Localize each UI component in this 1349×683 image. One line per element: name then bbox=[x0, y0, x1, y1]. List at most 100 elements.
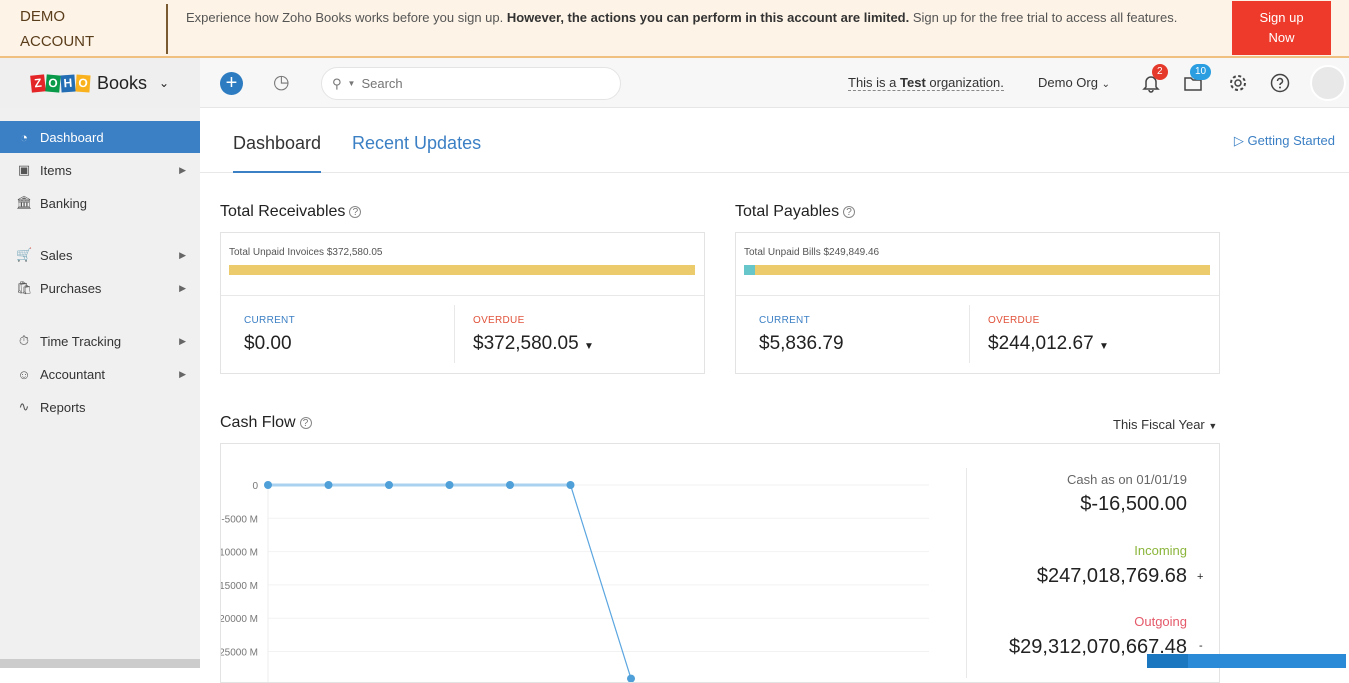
person-icon: ☺ bbox=[17, 366, 31, 382]
search-input[interactable] bbox=[361, 76, 582, 91]
receivables-title: Total Receivables? bbox=[220, 203, 362, 221]
receivables-overdue-dropdown[interactable]: $372,580.05 ▼ bbox=[473, 333, 594, 355]
data-point[interactable] bbox=[264, 481, 272, 489]
series-line-segment bbox=[569, 484, 632, 679]
caret-down-icon: ▼ bbox=[1098, 341, 1109, 352]
sidebar-item-label: Accountant bbox=[40, 366, 106, 382]
data-point[interactable] bbox=[324, 481, 333, 489]
sidebar-item-purchases[interactable]: 🛍 Purchases ▶ bbox=[0, 272, 200, 304]
chart-icon: ∿ bbox=[18, 399, 30, 414]
y-tick-label: -20000 M bbox=[221, 614, 258, 625]
sidebar-item-label: Purchases bbox=[40, 280, 102, 296]
org-name: Demo Org bbox=[1038, 75, 1098, 90]
timer-icon: ⏱ bbox=[18, 333, 30, 348]
dashboard-icon: ◔ bbox=[20, 129, 28, 145]
caret-right-icon: ▶ bbox=[179, 164, 186, 175]
cashflow-title: Cash Flow? bbox=[220, 414, 312, 432]
search-box[interactable]: ⚲ ▼ bbox=[321, 67, 621, 100]
caret-down-icon: ▼ bbox=[1208, 421, 1218, 431]
y-tick-label: 0 bbox=[252, 481, 258, 492]
data-point[interactable] bbox=[627, 674, 635, 683]
dashboard-tabs: Dashboard Recent Updates ▷ Getting Start… bbox=[200, 108, 1349, 173]
sidebar-item-time-tracking[interactable]: ⏱ Time Tracking ▶ bbox=[0, 325, 200, 357]
sidebar-item-label: Items bbox=[40, 162, 72, 178]
plus-icon[interactable]: + bbox=[220, 72, 243, 95]
current-label: CURRENT bbox=[244, 315, 295, 326]
plus-sign: + bbox=[1197, 571, 1204, 583]
cashflow-chart: 0 -5000 M -10000 M -15000 M -20000 M -25000 M bbox=[221, 481, 929, 683]
signup-line2: Now bbox=[1268, 30, 1295, 45]
sidebar-item-sales[interactable]: 🛒 Sales ▶ bbox=[0, 239, 200, 271]
sidebar-item-accountant[interactable]: ☺ Accountant ▶ bbox=[0, 358, 200, 390]
banner-message: Experience how Zoho Books works before y… bbox=[186, 7, 1186, 28]
help-icon[interactable] bbox=[1270, 73, 1290, 93]
sidebar-item-reports[interactable]: ∿ Reports bbox=[0, 391, 200, 423]
org-switcher[interactable]: Demo Org ⌄ bbox=[1038, 75, 1110, 90]
payables-overdue-dropdown[interactable]: $244,012.67 ▼ bbox=[988, 333, 1109, 355]
demo-label-line1: DEMO bbox=[20, 8, 65, 25]
sidebar: ◔ Dashboard ▣ Items ▶ 🏛 Banking 🛒 Sales ▶ 🛍 Pur… bbox=[0, 108, 200, 668]
tab-dashboard[interactable]: Dashboard bbox=[233, 133, 322, 173]
y-tick-label: -25000 M bbox=[221, 648, 258, 659]
caret-down-icon[interactable]: ▼ bbox=[347, 79, 356, 88]
sidebar-scrollbar[interactable] bbox=[0, 659, 200, 668]
outgoing-value: $29,312,070,667.48 bbox=[1009, 636, 1187, 658]
data-point[interactable] bbox=[445, 481, 454, 489]
receivables-progress-bar bbox=[229, 265, 695, 275]
history-icon[interactable]: ◷ bbox=[273, 72, 290, 93]
test-pre: This is a bbox=[848, 75, 901, 90]
incoming-label: Incoming bbox=[1134, 543, 1187, 558]
bank-icon: 🏛 bbox=[16, 195, 33, 210]
data-point[interactable] bbox=[506, 481, 514, 489]
minus-sign: - bbox=[1199, 640, 1203, 652]
getting-started-link[interactable]: ▷ Getting Started bbox=[1234, 133, 1335, 149]
unpaid-bills-label: Total Unpaid Bills $249,849.46 bbox=[744, 247, 880, 258]
caret-right-icon: ▶ bbox=[179, 368, 186, 379]
cashflow-title-text: Cash Flow bbox=[220, 414, 296, 431]
folder-icon[interactable] bbox=[1183, 73, 1203, 93]
incoming-value: $247,018,769.68 bbox=[1036, 565, 1187, 587]
data-point[interactable] bbox=[385, 481, 393, 489]
tab-recent-updates[interactable]: Recent Updates bbox=[352, 133, 482, 153]
period-label: This Fiscal Year bbox=[1113, 417, 1205, 432]
sidebar-item-items[interactable]: ▣ Items ▶ bbox=[0, 154, 200, 186]
help-icon[interactable]: ? bbox=[843, 205, 856, 218]
payables-title: Total Payables? bbox=[735, 203, 856, 221]
receivables-current-value: $0.00 bbox=[244, 333, 292, 354]
help-icon[interactable]: ? bbox=[349, 205, 362, 218]
help-icon[interactable]: ? bbox=[299, 416, 312, 429]
avatar[interactable] bbox=[1310, 65, 1346, 101]
sidebar-item-label: Sales bbox=[40, 247, 73, 263]
demo-account-label: DEMO ACCOUNT bbox=[20, 4, 168, 54]
receivables-overdue-value: $372,580.05 bbox=[473, 333, 579, 354]
test-bold: Test bbox=[900, 75, 926, 90]
signup-line1: Sign up bbox=[1259, 10, 1304, 25]
sidebar-item-label: Reports bbox=[40, 399, 86, 415]
test-org-notice: This is a Test organization. bbox=[848, 75, 1004, 91]
banner-text: Experience how Zoho Books works before y… bbox=[186, 10, 507, 25]
period-dropdown[interactable]: This Fiscal Year ▼ bbox=[1113, 417, 1217, 432]
banner-text-end: Sign up for the free trial to access all… bbox=[909, 10, 1178, 25]
caret-right-icon: ▶ bbox=[179, 249, 186, 260]
banner-bold-text: However, the actions you can perform in … bbox=[506, 10, 910, 25]
sign-up-button[interactable]: Sign up Now bbox=[1232, 1, 1331, 55]
data-point[interactable] bbox=[566, 481, 575, 489]
y-tick-label: -5000 M bbox=[221, 514, 258, 525]
current-label: CURRENT bbox=[759, 315, 810, 326]
payables-title-text: Total Payables bbox=[735, 203, 840, 220]
outgoing-label: Outgoing bbox=[1134, 614, 1187, 629]
payables-current-fill bbox=[744, 265, 755, 275]
gear-icon[interactable] bbox=[1228, 73, 1248, 93]
chat-widget-bar[interactable] bbox=[1147, 654, 1346, 668]
receivables-title-text: Total Receivables bbox=[220, 203, 346, 220]
basket-icon: ▣ bbox=[17, 162, 31, 177]
cart-icon: 🛒 bbox=[16, 247, 33, 262]
search-icon: ⚲ bbox=[332, 75, 342, 91]
chevron-down-icon: ⌄ bbox=[158, 76, 170, 90]
cash-as-on-label: Cash as on 01/01/19 bbox=[1067, 472, 1187, 487]
sidebar-item-banking[interactable]: 🏛 Banking bbox=[0, 187, 200, 219]
sidebar-item-dashboard[interactable]: ◔ Dashboard bbox=[0, 121, 200, 153]
